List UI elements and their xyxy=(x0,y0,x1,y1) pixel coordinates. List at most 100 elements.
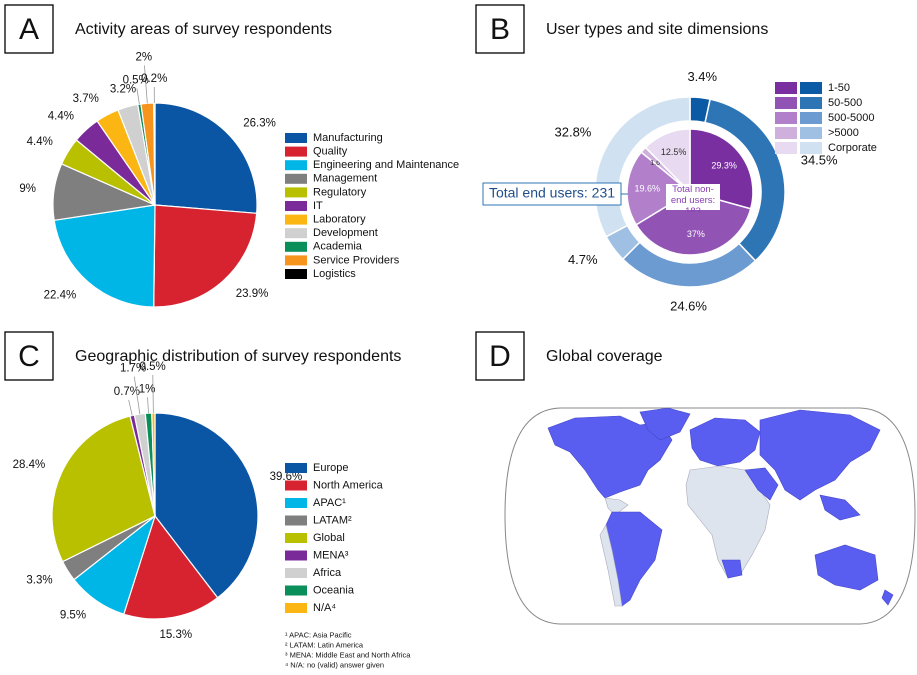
legend-swatch xyxy=(285,255,307,266)
panel-letter: C xyxy=(18,340,40,373)
data-label: 24.6% xyxy=(670,298,707,313)
data-label: 2% xyxy=(136,51,153,63)
data-label: 22.4% xyxy=(44,290,77,302)
panel-box xyxy=(4,331,54,381)
panel-box xyxy=(4,4,54,54)
world-map xyxy=(504,407,916,625)
panel-letter: B xyxy=(490,13,510,46)
leader-line xyxy=(133,376,141,415)
legend-swatch xyxy=(285,160,307,171)
legend-swatch xyxy=(285,480,307,491)
legend-swatch xyxy=(800,142,822,154)
data-label: 34.5% xyxy=(801,152,838,167)
legend-label: Corporate xyxy=(828,142,877,154)
legend-swatch xyxy=(775,82,797,94)
legend-swatch xyxy=(285,133,307,143)
legend-swatch xyxy=(285,498,307,508)
data-label: 3.4% xyxy=(687,69,717,84)
legend-label: Global xyxy=(313,532,345,544)
data-label: 1% xyxy=(139,383,156,395)
data-label: 1.6% xyxy=(650,160,666,167)
legend-label: Engineering and Maintenance xyxy=(313,159,459,171)
annotation-box xyxy=(666,184,720,210)
legend-swatch xyxy=(775,142,797,154)
legend-label: Academia xyxy=(313,241,363,253)
legend-swatch xyxy=(800,97,822,109)
annotation: Total end users: 231 xyxy=(489,185,615,201)
legend-label: North America xyxy=(313,479,384,491)
legend-swatch xyxy=(285,173,307,184)
legend-swatch xyxy=(775,127,797,139)
legend-swatch xyxy=(285,463,307,473)
legend-label: Management xyxy=(313,173,377,185)
data-label: 4.4% xyxy=(27,136,53,148)
legend-label: MENA³ xyxy=(313,549,349,561)
leader-line xyxy=(144,65,148,104)
data-label: 0.5% xyxy=(123,75,149,87)
data-label: 3.3% xyxy=(26,575,52,587)
legend-swatch xyxy=(285,241,307,252)
data-label: 0.5% xyxy=(140,361,166,373)
legend-swatch xyxy=(285,533,307,543)
legend-label: Quality xyxy=(313,146,348,158)
legend-swatch xyxy=(800,82,822,94)
legend-swatch xyxy=(285,201,307,211)
chart-title: Geographic distribution of survey respon… xyxy=(75,348,401,365)
legend-swatch xyxy=(775,112,797,124)
legend-swatch xyxy=(285,585,307,596)
pie-slice xyxy=(154,412,259,599)
data-label: 26.3% xyxy=(243,118,276,130)
legend-label: Manufacturing xyxy=(313,132,383,144)
leader-line xyxy=(147,397,149,414)
legend-label: Africa xyxy=(313,567,342,579)
data-label: 4.7% xyxy=(568,252,598,267)
data-label: 32.8% xyxy=(555,124,592,139)
footnote: ² LATAM: Latin America xyxy=(285,640,364,649)
legend-label: N/A⁴ xyxy=(313,602,336,614)
legend-swatch xyxy=(285,146,307,157)
legend-label: Logistics xyxy=(313,268,356,280)
leader-line xyxy=(152,375,154,414)
legend-label: Service Providers xyxy=(313,254,400,266)
leader-line xyxy=(128,399,133,416)
legend-label: Development xyxy=(313,227,378,239)
pie-slice xyxy=(51,415,156,563)
data-label: 19.6% xyxy=(634,183,660,193)
legend-swatch xyxy=(285,550,307,561)
annotation-wrap: Total non-end users: 183 xyxy=(671,184,715,212)
panel-box xyxy=(475,4,525,54)
panel-box xyxy=(475,331,525,381)
panel-letter: A xyxy=(19,13,39,46)
chart-title: Global coverage xyxy=(546,348,663,365)
chart-title: User types and site dimensions xyxy=(546,21,768,38)
legend-label: LATAM² xyxy=(313,514,352,526)
pie-slice xyxy=(153,204,258,308)
footnote: ¹ APAC: Asia Pacific xyxy=(285,630,352,639)
legend-swatch xyxy=(285,228,307,239)
legend-label: >5000 xyxy=(828,127,859,139)
legend-swatch xyxy=(285,187,307,198)
legend-label: Laboratory xyxy=(313,214,366,226)
data-label: 15.3% xyxy=(159,629,192,641)
legend-swatch xyxy=(775,97,797,109)
legend-label: Regulatory xyxy=(313,186,367,198)
legend-swatch xyxy=(800,112,822,124)
legend-label: Europe xyxy=(313,462,348,474)
legend-swatch xyxy=(800,127,822,139)
legend-label: APAC¹ xyxy=(313,497,346,509)
legend-swatch xyxy=(285,269,307,279)
legend-swatch xyxy=(285,214,307,225)
legend-label: Oceania xyxy=(313,584,355,596)
data-label: 0.2% xyxy=(141,73,167,85)
data-label: 37% xyxy=(687,229,705,239)
data-label: 39.6% xyxy=(270,471,303,483)
data-label: 28.4% xyxy=(13,459,46,471)
legend-label: 1-50 xyxy=(828,82,850,94)
pie-slice xyxy=(154,102,258,214)
data-label: 12.5% xyxy=(661,147,687,157)
data-label: 9% xyxy=(19,183,36,195)
data-label: 3.2% xyxy=(110,83,136,95)
data-label: 23.9% xyxy=(236,288,269,300)
legend-label: 50-500 xyxy=(828,97,862,109)
